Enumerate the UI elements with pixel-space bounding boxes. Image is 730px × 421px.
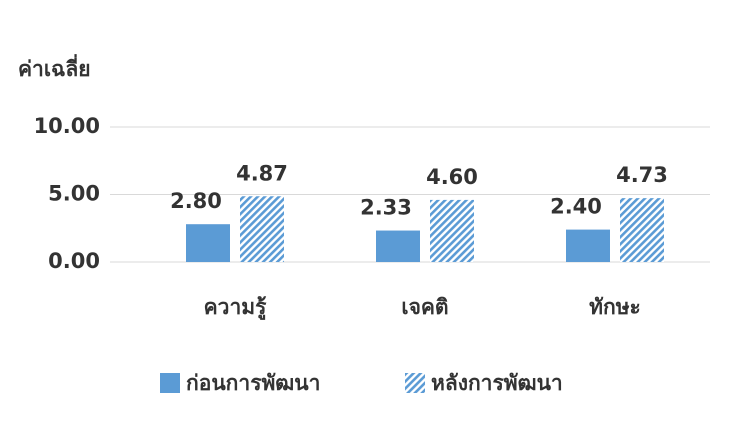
value-label: 2.40 [550, 195, 602, 219]
legend-swatch [405, 373, 425, 393]
x-tick-label: เจคติ [401, 295, 448, 319]
y-tick-label: 10.00 [34, 114, 100, 138]
x-tick-label: ความรู้ [204, 295, 267, 321]
legend-label: หลังการพัฒนา [431, 371, 563, 395]
value-label: 4.87 [236, 161, 288, 185]
chart: ค่าเฉลี่ย 0.00 5.00 10.00 ความรู้ 2.80 4.87 เจ… [0, 0, 730, 421]
bar [186, 224, 230, 262]
legend-label: ก่อนการพัฒนา [186, 371, 320, 395]
x-tick-label: ทักษะ [589, 295, 641, 319]
y-tick-label: 0.00 [48, 249, 100, 273]
bar [240, 196, 284, 262]
value-label: 2.80 [170, 189, 222, 213]
legend-swatch [160, 373, 180, 393]
y-tick-label: 5.00 [48, 182, 100, 206]
bar [376, 231, 420, 262]
value-label: 4.60 [426, 165, 478, 189]
value-label: 2.33 [360, 196, 412, 220]
bar [430, 200, 474, 262]
y-axis-title: ค่าเฉลี่ย [18, 53, 91, 81]
bar [620, 198, 664, 262]
bar [566, 230, 610, 262]
value-label: 4.73 [616, 163, 668, 187]
